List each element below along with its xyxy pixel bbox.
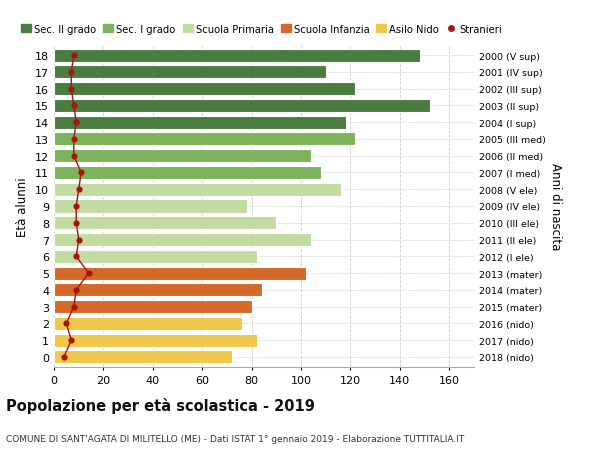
Bar <box>54 250 257 263</box>
Y-axis label: Età alunni: Età alunni <box>16 177 29 236</box>
Point <box>71 253 81 260</box>
Bar <box>54 133 355 146</box>
Point <box>74 236 83 244</box>
Point <box>69 153 79 160</box>
Point <box>69 102 79 110</box>
Point <box>69 303 79 311</box>
Bar <box>54 167 321 179</box>
Bar <box>54 200 247 213</box>
Point <box>67 86 76 93</box>
Text: COMUNE DI SANT'AGATA DI MILITELLO (ME) - Dati ISTAT 1° gennaio 2019 - Elaborazio: COMUNE DI SANT'AGATA DI MILITELLO (ME) -… <box>6 434 464 443</box>
Point <box>69 136 79 143</box>
Point <box>84 270 94 277</box>
Point <box>69 52 79 60</box>
Bar <box>54 284 262 297</box>
Point <box>62 320 71 327</box>
Point <box>71 203 81 210</box>
Bar <box>54 83 355 96</box>
Bar <box>54 183 341 196</box>
Bar <box>54 50 419 62</box>
Point <box>71 119 81 127</box>
Y-axis label: Anni di nascita: Anni di nascita <box>550 163 562 250</box>
Point <box>67 337 76 344</box>
Bar <box>54 351 232 364</box>
Bar <box>54 100 430 112</box>
Point <box>59 353 68 361</box>
Text: Popolazione per età scolastica - 2019: Popolazione per età scolastica - 2019 <box>6 397 315 413</box>
Bar <box>54 66 326 79</box>
Bar <box>54 116 346 129</box>
Point <box>71 286 81 294</box>
Bar <box>54 217 277 230</box>
Bar <box>54 317 242 330</box>
Point <box>76 169 86 177</box>
Bar <box>54 334 257 347</box>
Point <box>67 69 76 76</box>
Bar <box>54 301 251 313</box>
Bar <box>54 267 306 280</box>
Bar <box>54 234 311 246</box>
Bar <box>54 150 311 163</box>
Legend: Sec. II grado, Sec. I grado, Scuola Primaria, Scuola Infanzia, Asilo Nido, Stran: Sec. II grado, Sec. I grado, Scuola Prim… <box>21 24 502 34</box>
Point <box>74 186 83 194</box>
Point <box>71 219 81 227</box>
